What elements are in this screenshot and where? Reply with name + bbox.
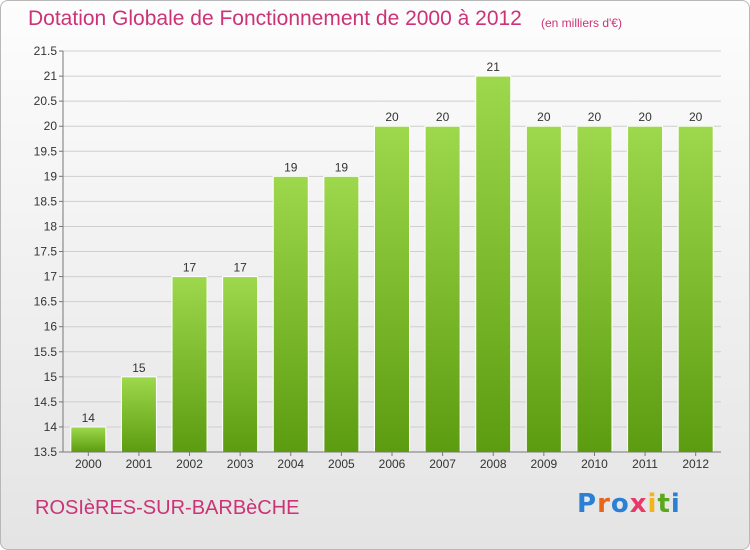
bar	[171, 276, 208, 453]
x-tick-label: 2002	[176, 457, 203, 471]
x-axis-ticks: 2000 2001 2002 2003 2004 2005 2006 2007 2008 2009…	[75, 452, 709, 471]
data-label: 20	[638, 110, 652, 124]
bar	[525, 125, 562, 453]
y-tick-label: 21	[44, 69, 58, 83]
bar	[677, 125, 714, 453]
y-tick-label: 20.5	[34, 94, 58, 108]
bar	[424, 125, 461, 453]
data-label: 19	[284, 160, 298, 174]
y-tick-label: 17	[44, 270, 58, 284]
bar	[272, 175, 309, 453]
logo-letter: P	[577, 489, 598, 519]
y-tick-label: 21.5	[34, 44, 58, 58]
bar	[120, 376, 157, 453]
y-tick-label: 13.5	[34, 445, 58, 459]
data-label: 15	[132, 361, 146, 375]
axes	[62, 51, 721, 453]
bar	[576, 125, 613, 453]
bar	[374, 125, 410, 453]
chart-subtitle: (en milliers d'€)	[541, 16, 622, 30]
x-tick-label: 2008	[480, 457, 507, 471]
chart-title: Dotation Globale de Fonctionnement de 20…	[28, 7, 522, 30]
proxiti-logo[interactable]: Proxiti	[577, 489, 681, 519]
x-tick-label: 2005	[328, 457, 355, 471]
x-tick-label: 2007	[429, 457, 456, 471]
data-label: 17	[183, 261, 197, 275]
bar	[70, 426, 107, 453]
y-tick-label: 20	[44, 119, 58, 133]
data-label: 20	[385, 110, 399, 124]
y-tick-label: 15	[44, 370, 58, 384]
logo-letter: t	[657, 489, 671, 519]
logo-letter: i	[670, 489, 681, 519]
x-tick-label: 2009	[530, 457, 557, 471]
commune-name: ROSIèRES-SUR-BARBèCHE	[35, 497, 300, 519]
y-tick-label: 19.5	[34, 144, 58, 158]
y-tick-label: 19	[44, 169, 58, 183]
data-label: 20	[588, 110, 602, 124]
x-tick-label: 2004	[277, 457, 304, 471]
y-tick-label: 16	[44, 320, 58, 334]
logo-letter: r	[597, 489, 611, 519]
x-tick-label: 2000	[75, 457, 102, 471]
y-tick-label: 18.5	[34, 194, 58, 208]
y-tick-label: 14	[44, 420, 58, 434]
logo-letter: x	[629, 489, 648, 519]
data-label: 20	[689, 110, 703, 124]
data-label: 19	[335, 160, 349, 174]
logo-letter: o	[610, 489, 630, 519]
data-label: 14	[82, 411, 96, 425]
bar	[475, 75, 512, 453]
x-tick-label: 2011	[632, 457, 658, 471]
y-axis-ticks: 13.5 14 14.5 15 15.5 16 16.5 17 17.5 18 18.5 19 19.5…	[34, 44, 63, 459]
y-tick-label: 14.5	[34, 395, 58, 409]
bar	[222, 276, 259, 453]
bar	[627, 125, 664, 453]
y-tick-label: 15.5	[34, 345, 58, 359]
logo-letter: i	[647, 489, 658, 519]
data-label: 21	[487, 60, 501, 74]
y-tick-label: 17.5	[34, 245, 58, 259]
x-tick-label: 2003	[227, 457, 254, 471]
x-tick-label: 2006	[379, 457, 406, 471]
bars	[70, 75, 714, 453]
x-tick-label: 2012	[682, 457, 709, 471]
y-tick-label: 18	[44, 219, 58, 233]
data-label: 20	[436, 110, 450, 124]
x-tick-label: 2010	[581, 457, 608, 471]
data-label: 17	[233, 261, 247, 275]
data-labels: 14 15 17 17 19 19 20 20 21 20 20 20 20	[82, 60, 703, 425]
bar	[323, 175, 360, 453]
x-tick-label: 2001	[126, 457, 153, 471]
y-tick-label: 16.5	[34, 295, 58, 309]
data-label: 20	[537, 110, 551, 124]
